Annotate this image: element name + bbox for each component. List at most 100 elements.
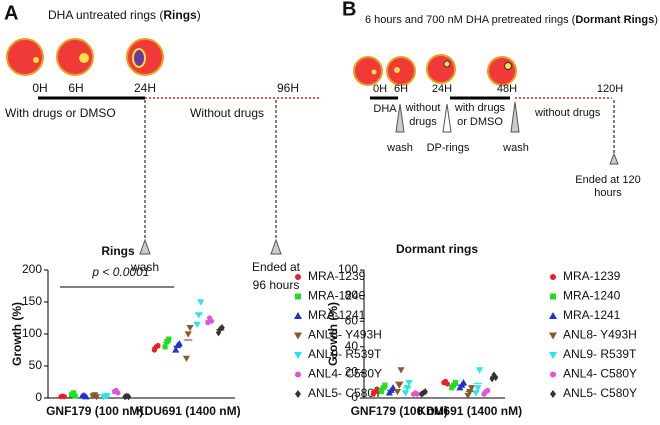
phase-label: Without drugs	[190, 106, 264, 120]
phase-label: without	[405, 102, 441, 114]
time-label: 6H	[68, 81, 83, 95]
time-label: 24H	[134, 81, 156, 95]
parasite-cells	[6, 38, 164, 76]
panel-label: A	[4, 2, 18, 24]
point	[155, 342, 161, 349]
legend-marker	[549, 352, 557, 359]
legend-label: MRA-1239	[563, 269, 621, 283]
ring	[371, 69, 377, 75]
legend-marker	[294, 332, 302, 340]
legend-label: ANL8- Y493H	[308, 328, 382, 342]
cell	[487, 56, 517, 86]
arrow	[609, 152, 619, 165]
panel-title: DHA untreated rings (Rings)	[48, 8, 201, 22]
wash-label: wash	[386, 142, 413, 154]
y-axis-label: Growth (%)	[326, 302, 340, 366]
panel-title: 6 hours and 700 nM DHA pretreated rings …	[365, 14, 658, 26]
point	[474, 385, 482, 392]
chart-title: Rings	[101, 244, 135, 258]
y-tick-label: 20	[345, 365, 359, 379]
point	[419, 390, 425, 398]
legend-label: MRA-1241	[308, 308, 366, 322]
title-bold: Rings	[163, 8, 197, 22]
title-bold: Dormant Rings	[575, 14, 654, 26]
title-part: 6 hours and 700 nM DHA pretreated rings …	[365, 14, 576, 26]
point	[162, 344, 168, 350]
cell	[386, 56, 416, 86]
x-tick-label: KDU691 (1400 nM)	[417, 404, 522, 418]
title-part: )	[197, 8, 201, 22]
point	[195, 312, 203, 319]
y-tick-label: 80	[345, 288, 359, 302]
ring	[443, 60, 451, 68]
time-label: 0H	[373, 83, 387, 95]
point	[182, 355, 191, 362]
phase-label: or DMSO	[457, 116, 503, 128]
x-tick-label: KDU691 (1400 nM)	[136, 404, 241, 418]
cell	[56, 38, 94, 76]
time-label: 6H	[394, 83, 408, 95]
panel-a: A DHA untreated rings (Rings) 0H 6H 24H …	[4, 2, 320, 292]
time-label: 0H	[32, 81, 47, 95]
point	[472, 390, 480, 397]
point	[193, 321, 201, 328]
y-axis-label: Growth (%)	[10, 302, 24, 366]
time-label: 120H	[597, 83, 623, 95]
legend-marker	[294, 352, 302, 359]
legend-marker	[295, 274, 301, 280]
point	[175, 340, 183, 347]
legend-label: MRA-1240	[563, 289, 621, 303]
phase-label: With drugs or DMSO	[5, 106, 116, 120]
legend-marker	[295, 371, 301, 378]
point	[166, 336, 172, 342]
panel-label: B	[342, 0, 356, 20]
legend-label: ANL4- C580Y	[563, 367, 637, 381]
point	[405, 380, 413, 387]
dp-label: DP-rings	[427, 142, 470, 154]
cell	[6, 38, 44, 76]
chart-title: Dormant rings	[396, 242, 478, 256]
legend-marker	[550, 371, 556, 378]
legend-label: ANL9- R539T	[563, 347, 637, 361]
legend-marker	[550, 293, 556, 300]
wash-label: wash	[502, 142, 529, 154]
point	[215, 329, 222, 337]
ring	[33, 57, 39, 63]
trophozoite	[132, 48, 146, 68]
arrow	[139, 238, 151, 255]
point	[395, 382, 403, 389]
panel-b: B 6 hours and 700 nM DHA pretreated ring…	[342, 0, 658, 199]
y-tick-label: 150	[22, 294, 42, 308]
title-part: DHA untreated rings (	[48, 8, 163, 22]
point	[184, 331, 192, 338]
point	[219, 324, 225, 332]
y-tick-label: 200	[22, 262, 42, 276]
point	[467, 385, 476, 392]
point	[401, 390, 410, 397]
point	[491, 371, 497, 379]
point	[186, 325, 194, 332]
time-label: 96H	[277, 81, 299, 95]
legend-label: MRA-1241	[563, 308, 621, 322]
point	[476, 367, 484, 374]
arrow	[510, 101, 520, 133]
time-label: 24H	[432, 83, 452, 95]
point	[393, 389, 402, 396]
ring	[394, 67, 400, 73]
point	[389, 384, 397, 391]
y-tick-label: 100	[22, 326, 42, 340]
cell	[426, 54, 456, 84]
legend-marker	[549, 312, 557, 319]
legend-marker	[295, 390, 301, 398]
phase-label: with drugs	[454, 102, 506, 114]
x-tick-label: GNF179 (100 nM)	[351, 404, 448, 418]
point	[459, 379, 468, 386]
title-part: )	[654, 14, 658, 26]
arrow	[270, 238, 282, 255]
point	[374, 386, 380, 392]
legend-label: MRA-1239	[308, 269, 366, 283]
point	[172, 346, 180, 353]
legend-label: ANL8- Y493H	[563, 328, 637, 342]
arrow	[442, 103, 452, 133]
